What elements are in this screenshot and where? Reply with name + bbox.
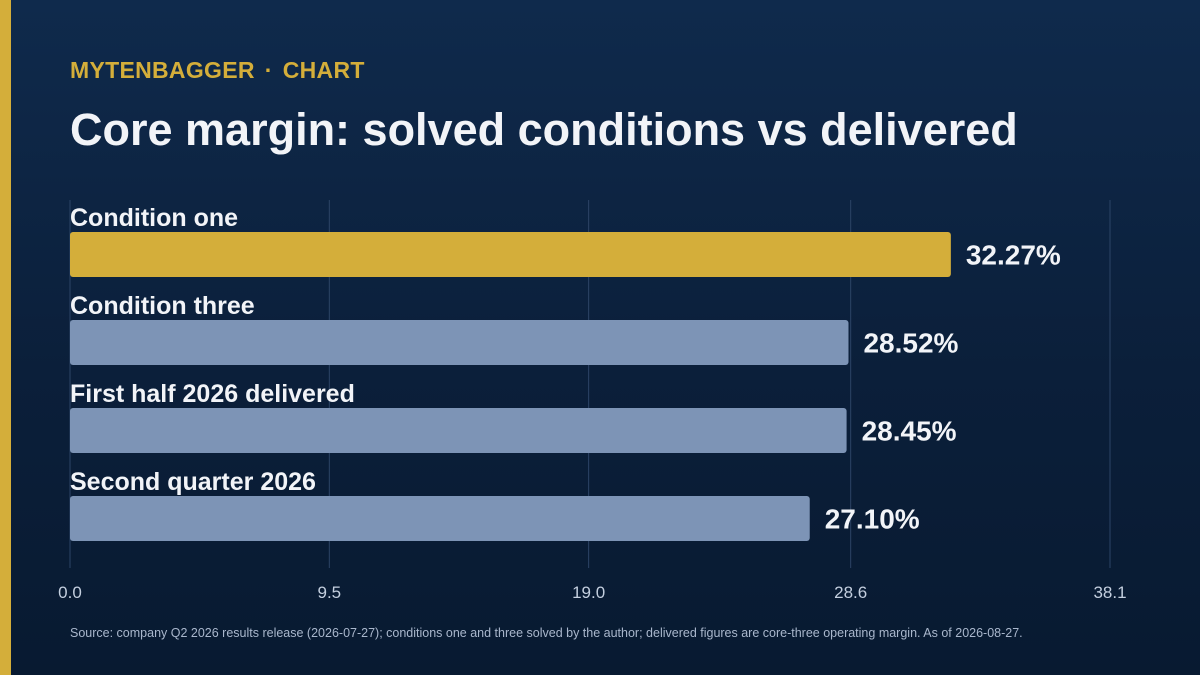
brand-name: MYTENBAGGER bbox=[70, 57, 255, 83]
bar bbox=[70, 232, 951, 277]
x-tick-label: 38.1 bbox=[1093, 583, 1126, 602]
value-label: 32.27% bbox=[966, 240, 1061, 271]
brand-separator: · bbox=[264, 57, 273, 83]
category-label: Condition one bbox=[70, 204, 238, 232]
value-label: 28.45% bbox=[862, 416, 957, 447]
category-label: Condition three bbox=[70, 292, 255, 320]
bar bbox=[70, 496, 810, 541]
chart-title: Core margin: solved conditions vs delive… bbox=[70, 104, 1018, 155]
brand-section: CHART bbox=[282, 57, 365, 83]
x-tick-label: 28.6 bbox=[834, 583, 867, 602]
bar bbox=[70, 320, 849, 365]
value-label: 28.52% bbox=[863, 328, 958, 359]
accent-stripe bbox=[0, 0, 11, 675]
x-tick-label: 0.0 bbox=[58, 583, 82, 602]
bar bbox=[70, 408, 847, 453]
category-label: Second quarter 2026 bbox=[70, 468, 316, 496]
source-footnote: Source: company Q2 2026 results release … bbox=[70, 626, 1023, 640]
x-tick-label: 9.5 bbox=[317, 583, 341, 602]
x-tick-label: 19.0 bbox=[572, 583, 605, 602]
brand-label: MYTENBAGGER · CHART bbox=[70, 57, 365, 84]
category-label: First half 2026 delivered bbox=[70, 380, 355, 408]
value-label: 27.10% bbox=[825, 504, 920, 535]
